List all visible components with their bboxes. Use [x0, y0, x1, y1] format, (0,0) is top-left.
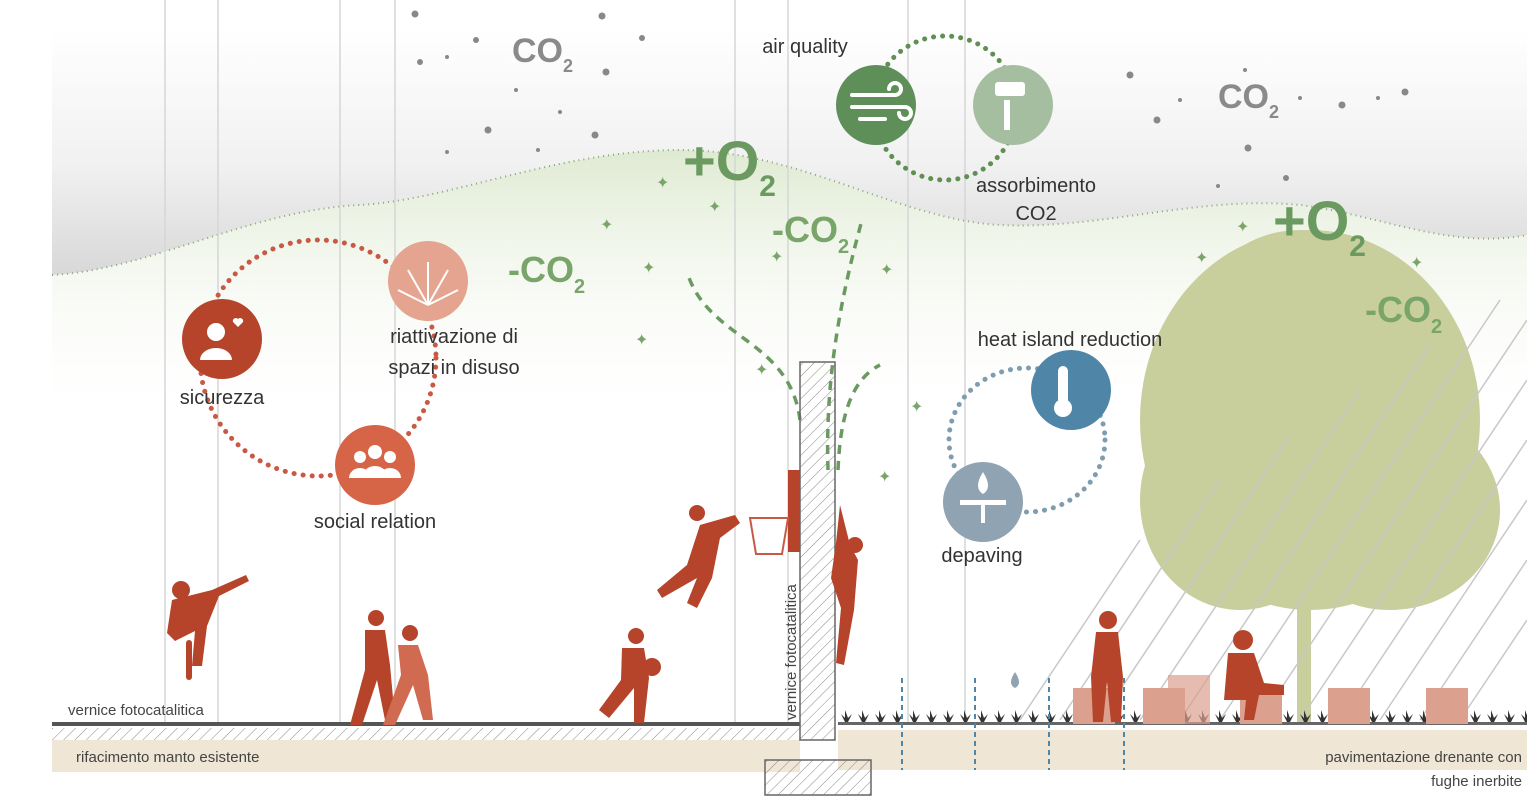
grass-tuft: [1402, 710, 1413, 722]
label: CO2: [1015, 203, 1056, 225]
svg-text:✦: ✦: [878, 469, 891, 486]
gas-text: +O: [1273, 189, 1349, 252]
grass-tuft: [892, 710, 903, 722]
gas-labels: CO2 CO2 +O2 -CO2 -CO2 +O2 -CO2: [508, 32, 1442, 338]
gas-label: CO2: [1218, 78, 1279, 122]
grass-tuft: [994, 710, 1005, 722]
grass-tuft: [841, 710, 852, 722]
grass-tuft: [1028, 710, 1039, 722]
svg-text:✦: ✦: [880, 262, 893, 279]
grass-tuft: [1011, 710, 1022, 722]
people: [167, 505, 1284, 725]
gas-text: +O: [683, 129, 759, 192]
icon-heat: [1031, 350, 1111, 430]
gas-label: +O2: [683, 129, 776, 203]
gas-label: +O2: [1273, 189, 1366, 263]
svg-text:✦: ✦: [1236, 219, 1249, 236]
grass-tuft: [1368, 710, 1379, 722]
ground-hatch: [52, 728, 800, 740]
svg-text:✦: ✦: [708, 199, 721, 216]
drain-arrows: [901, 678, 1125, 770]
gas-label: CO2: [512, 32, 573, 76]
grass-tuft: [909, 710, 920, 722]
sparkles: ✦ ✦ ✦ ✦ ✦ ✦ ✦ ✦ ✦ ✦ ✦ ✦ ✦: [600, 175, 1423, 486]
grass-tuft: [1317, 710, 1328, 722]
svg-text:✦: ✦: [910, 399, 923, 416]
icon-sicurezza: [182, 299, 262, 379]
foundation: [764, 759, 872, 796]
grass-tuft: [1215, 710, 1226, 722]
label: vernice fotocatalitica: [68, 702, 205, 719]
svg-text:✦: ✦: [1195, 250, 1208, 267]
label: vernice fotocatalitica: [783, 583, 800, 720]
gas-label: -CO2: [1365, 289, 1442, 338]
backboard: [788, 470, 800, 552]
grass-tuft: [1130, 710, 1141, 722]
gas-text: -CO: [1365, 289, 1431, 330]
gas-sub: 2: [1431, 316, 1442, 338]
gas-text: CO: [512, 32, 563, 70]
ground-base: [52, 740, 800, 772]
gas-label: -CO2: [772, 209, 849, 258]
label: pavimentazione drenante con: [1325, 749, 1522, 766]
label: fughe inerbite: [1431, 773, 1522, 790]
hoop: [748, 517, 790, 555]
grass-tuft: [1521, 710, 1527, 722]
grass-tuft: [875, 710, 886, 722]
gas-text: CO: [1218, 78, 1269, 116]
grass-tuft: [858, 710, 869, 722]
gas-sub: 2: [838, 236, 849, 258]
sky: [52, 28, 1527, 275]
gas-text: -CO: [772, 209, 838, 250]
grass-tuft: [943, 710, 954, 722]
label: riattivazione di: [390, 326, 518, 348]
grass-tuft: [1062, 710, 1073, 722]
grass-tuft: [1487, 710, 1498, 722]
ground-line: [52, 722, 800, 726]
loop: [946, 365, 1108, 515]
gas-sub: 2: [1269, 102, 1279, 122]
label: sicurezza: [180, 387, 265, 409]
gas-sub: 2: [574, 276, 585, 298]
grass-tuft: [1504, 710, 1515, 722]
gas-sub: 2: [1349, 230, 1366, 263]
grass-tuft: [1470, 710, 1481, 722]
grass-tuft: [1385, 710, 1396, 722]
grass-tuft: [960, 710, 971, 722]
svg-text:✦: ✦: [1410, 255, 1423, 272]
label: social relation: [314, 511, 436, 533]
gas-sub: 2: [563, 56, 573, 76]
wall: [799, 361, 836, 741]
svg-text:✦: ✦: [755, 362, 768, 379]
label: rifacimento manto esistente: [76, 749, 259, 766]
label: depaving: [941, 545, 1022, 567]
ground-base: [838, 730, 1527, 770]
grass-tuft: [926, 710, 937, 722]
svg-text:✦: ✦: [600, 217, 613, 234]
gas-text: -CO: [508, 249, 574, 290]
hatching: [1019, 299, 1527, 721]
icon-social: [335, 425, 415, 505]
gas-label: -CO2: [508, 249, 585, 298]
svg-text:✦: ✦: [635, 332, 648, 349]
drop: [1011, 672, 1019, 688]
gas-sub: 2: [759, 170, 776, 203]
loop: [197, 237, 439, 479]
label: assorbimento: [976, 175, 1096, 197]
svg-text:✦: ✦: [656, 175, 669, 192]
grass-tuft: [1045, 710, 1056, 722]
icon-assorbimento: [973, 65, 1053, 145]
grass-tuft: [1300, 710, 1311, 722]
svg-text:✦: ✦: [642, 260, 655, 277]
label: heat island reduction: [978, 329, 1163, 351]
grass-tuft: [977, 710, 988, 722]
label: air quality: [762, 36, 848, 58]
svg-text:✦: ✦: [770, 249, 783, 266]
particles: [411, 10, 1409, 188]
grass-tuft: [1283, 710, 1294, 722]
label: spazi in disuso: [388, 357, 519, 379]
